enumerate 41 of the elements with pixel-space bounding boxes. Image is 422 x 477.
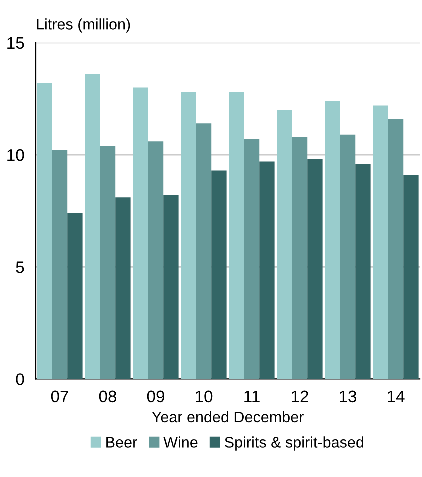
x-tick-label: 14	[388, 390, 405, 402]
bar	[292, 137, 308, 380]
bar	[260, 162, 275, 380]
bar	[340, 134, 356, 380]
bar	[100, 146, 116, 380]
y-axis-title: Litres (million)	[37, 18, 130, 33]
bar	[212, 170, 227, 380]
bar	[229, 92, 244, 380]
bar	[373, 106, 388, 380]
bar	[85, 74, 100, 380]
x-tick-label: 13	[340, 390, 357, 403]
bar	[196, 124, 212, 380]
x-axis-title: Year ended December	[152, 411, 304, 423]
bar	[164, 195, 179, 380]
bar	[116, 198, 131, 380]
bar	[148, 142, 164, 380]
legend-label: Spirits & spirit-based	[225, 436, 364, 451]
bar	[181, 92, 196, 380]
y-tick-label: 10	[8, 149, 24, 162]
bar	[404, 175, 419, 380]
bar	[133, 88, 148, 380]
bar	[68, 213, 83, 380]
x-tick-label: 10	[196, 390, 213, 403]
x-tick-label: 11	[244, 390, 260, 402]
bar	[277, 110, 292, 380]
x-tick-label: 08	[99, 390, 117, 403]
legend-label: Wine	[164, 436, 198, 448]
x-tick-label: 07	[51, 390, 68, 403]
bar	[52, 150, 68, 380]
bar	[356, 164, 371, 380]
x-tick-label: 12	[292, 390, 308, 402]
y-tick-label: 0	[16, 374, 24, 386]
bar	[244, 139, 260, 380]
bar	[37, 83, 52, 380]
bar	[308, 160, 323, 380]
x-tick-label: 09	[147, 390, 164, 403]
legend-label: Beer	[106, 437, 138, 448]
bar	[325, 101, 340, 380]
bar	[388, 119, 404, 380]
y-tick-label: 15	[8, 38, 24, 50]
y-tick-label: 5	[16, 262, 24, 274]
